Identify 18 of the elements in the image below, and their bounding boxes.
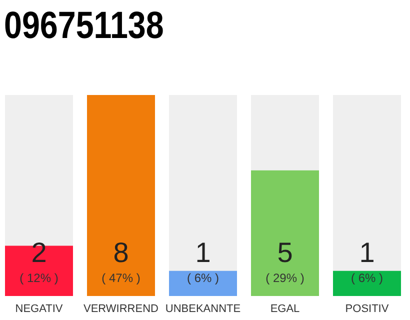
x-tick-label: EGAL — [270, 303, 300, 315]
data-label: 2 — [31, 237, 47, 268]
annotation: ( 47% ) — [102, 271, 140, 285]
bar — [169, 270, 237, 296]
x-tick-label: VERWIRREND — [84, 303, 159, 315]
x-tick-label: UNBEKANNTE — [165, 303, 241, 315]
data-label: 8 — [113, 237, 129, 268]
bar — [333, 270, 401, 296]
data-label: 1 — [359, 237, 375, 268]
data-label: 1 — [195, 237, 211, 268]
annotation: ( 6% ) — [350, 271, 384, 285]
x-tick-label: POSITIV — [345, 303, 390, 315]
x-tick-label: NEGATIV — [15, 303, 64, 315]
annotation: ( 6% ) — [186, 271, 220, 285]
annotation: ( 12% ) — [20, 271, 58, 285]
annotation: ( 29% ) — [266, 271, 304, 285]
data-label: 5 — [277, 237, 293, 268]
chart-title: 096751138 — [4, 4, 164, 47]
